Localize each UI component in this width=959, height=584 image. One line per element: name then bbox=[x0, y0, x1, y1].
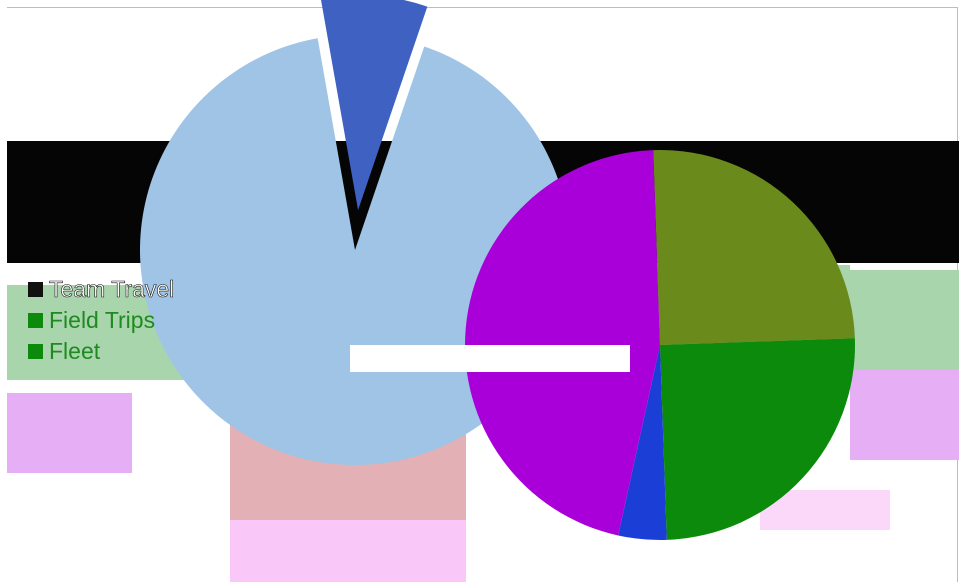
pie-slice bbox=[618, 345, 667, 540]
pie-chart-main bbox=[464, 150, 856, 540]
render-artifact-lilac-band bbox=[850, 370, 959, 460]
legend-item: Team Travel bbox=[28, 274, 175, 305]
legend-label: Field Trips bbox=[49, 307, 156, 333]
render-artifact-white-strip bbox=[350, 345, 630, 372]
legend-label: Fleet bbox=[49, 338, 101, 364]
legend-swatch bbox=[28, 282, 43, 297]
render-artifact-pink-band bbox=[230, 520, 466, 582]
pie-slice bbox=[653, 150, 855, 345]
pie-slice bbox=[321, 0, 428, 211]
legend-item: Fleet bbox=[28, 336, 174, 367]
render-artifact-green-band bbox=[850, 270, 959, 370]
legend-swatch bbox=[28, 344, 43, 359]
legend-swatch bbox=[28, 313, 43, 328]
chart-legend: Team Travel Field Trips Fleet bbox=[28, 274, 175, 367]
pie-slice bbox=[464, 150, 660, 536]
legend-label: Team Travel bbox=[49, 276, 175, 303]
legend-item: Field Trips bbox=[28, 305, 174, 336]
pie-slice bbox=[660, 338, 856, 540]
render-artifact-lilac-band bbox=[7, 393, 132, 473]
